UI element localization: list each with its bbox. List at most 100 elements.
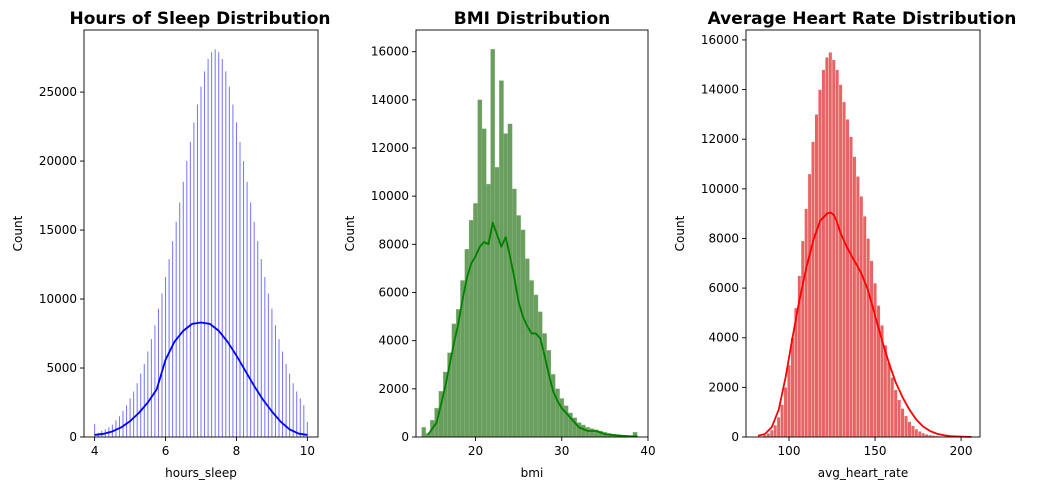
x-axis-label: hours_sleep	[165, 466, 237, 480]
histogram-bar	[136, 383, 138, 437]
histogram-bar	[204, 71, 206, 437]
histogram-bar	[804, 208, 809, 438]
histogram-bar	[533, 294, 539, 438]
histogram-bar	[897, 399, 902, 438]
histogram-bar	[207, 58, 209, 437]
y-axis-label: Count	[343, 215, 357, 251]
y-tick-label: 10000	[701, 182, 739, 196]
histogram-bar	[893, 389, 898, 438]
histogram-bar	[225, 71, 227, 437]
histogram-bar	[862, 215, 867, 438]
y-tick-label: 25000	[39, 85, 77, 99]
histogram-bars	[421, 49, 638, 438]
histogram-bar	[849, 136, 853, 438]
histogram-bar	[468, 220, 474, 438]
histogram-bar	[828, 52, 833, 438]
y-tick-label: 8000	[378, 237, 409, 251]
histogram-bar	[221, 58, 223, 437]
histogram-bar	[282, 351, 284, 437]
histogram-bar	[494, 167, 500, 438]
histogram-bar	[157, 308, 159, 437]
x-tick-label: 150	[864, 444, 887, 458]
histogram-bar	[182, 181, 184, 437]
histogram-bar	[859, 196, 864, 438]
histogram-bar	[503, 133, 509, 438]
histogram-bar	[914, 428, 919, 438]
kde-line	[427, 221, 638, 438]
y-tick-label: 15000	[39, 223, 77, 237]
y-tick-label: 16000	[701, 33, 739, 47]
histogram-bar	[122, 410, 124, 437]
histogram-bar	[264, 276, 266, 437]
histogram-bar	[516, 215, 521, 438]
histogram-bar	[907, 421, 912, 438]
histogram-bar	[189, 141, 191, 437]
x-tick-label: 10	[300, 444, 315, 458]
histogram-bar	[814, 114, 819, 438]
histogram-bar	[260, 259, 262, 437]
histogram-bar	[921, 432, 926, 438]
histogram-bar	[811, 141, 815, 438]
histogram-bar	[855, 176, 860, 438]
histogram-bar	[507, 123, 513, 438]
y-tick-label: 0	[731, 430, 739, 444]
kde-line	[757, 211, 972, 438]
histogram-bar	[289, 373, 291, 437]
histogram-bar	[537, 311, 543, 438]
y-tick-label: 10000	[39, 292, 77, 306]
histogram-bar	[211, 52, 213, 437]
histogram-bar	[126, 405, 128, 437]
y-tick-label: 4000	[708, 331, 739, 345]
histogram-bars	[759, 52, 970, 438]
histogram-bar	[890, 377, 895, 438]
y-tick-label: 0	[69, 430, 77, 444]
histogram-bar	[296, 391, 298, 437]
y-tick-label: 20000	[39, 154, 77, 168]
histogram-bar	[228, 86, 230, 437]
y-axis-label: Count	[673, 215, 687, 251]
histogram-bar	[481, 128, 487, 438]
chart-title: BMI Distribution	[454, 9, 611, 29]
histogram-bar	[133, 391, 135, 437]
histogram-bar	[589, 428, 595, 438]
y-tick-label: 0	[401, 430, 409, 444]
histogram-bar	[477, 99, 483, 438]
histogram-bar	[274, 325, 276, 437]
y-tick-label: 12000	[701, 132, 739, 146]
histogram-bar	[529, 280, 534, 438]
chart-title: Average Heart Rate Distribution	[708, 9, 1017, 29]
histogram-bar	[824, 57, 829, 438]
histogram-bar	[172, 241, 174, 437]
histogram-bar	[818, 89, 822, 438]
histogram-bar	[165, 276, 167, 437]
y-tick-label: 2000	[708, 380, 739, 394]
histogram-bar	[150, 339, 152, 437]
histogram-bar	[499, 80, 504, 438]
histogram-bar	[769, 429, 774, 438]
x-tick-label: 30	[554, 444, 569, 458]
axes-frame	[745, 29, 981, 438]
x-tick-label: 8	[233, 444, 241, 458]
y-tick-label: 8000	[708, 231, 739, 245]
histogram-bar	[842, 101, 846, 438]
histogram-bar	[911, 425, 915, 438]
histogram-bar	[776, 416, 781, 438]
y-tick-label: 6000	[378, 286, 409, 300]
histogram-bar	[299, 398, 301, 437]
histogram-bar	[175, 221, 177, 437]
histogram-bar	[473, 203, 478, 438]
sleep-histogram-panel: 0 5000 10000 15000 20000 25000 4 6 8 10 Hours of S…	[11, 9, 331, 480]
y-tick-label: 4000	[378, 334, 409, 348]
histogram-bar	[253, 221, 255, 437]
histogram-bar	[285, 363, 287, 437]
histogram-bar	[168, 259, 170, 437]
histogram-bar	[250, 202, 252, 437]
histogram-bar	[94, 423, 96, 437]
histogram-bar	[257, 241, 259, 437]
histogram-bar	[520, 229, 526, 438]
histogram-bar	[214, 49, 216, 437]
histogram-bar	[140, 373, 142, 437]
histogram-bar	[154, 325, 156, 437]
histogram-bar	[143, 363, 145, 437]
